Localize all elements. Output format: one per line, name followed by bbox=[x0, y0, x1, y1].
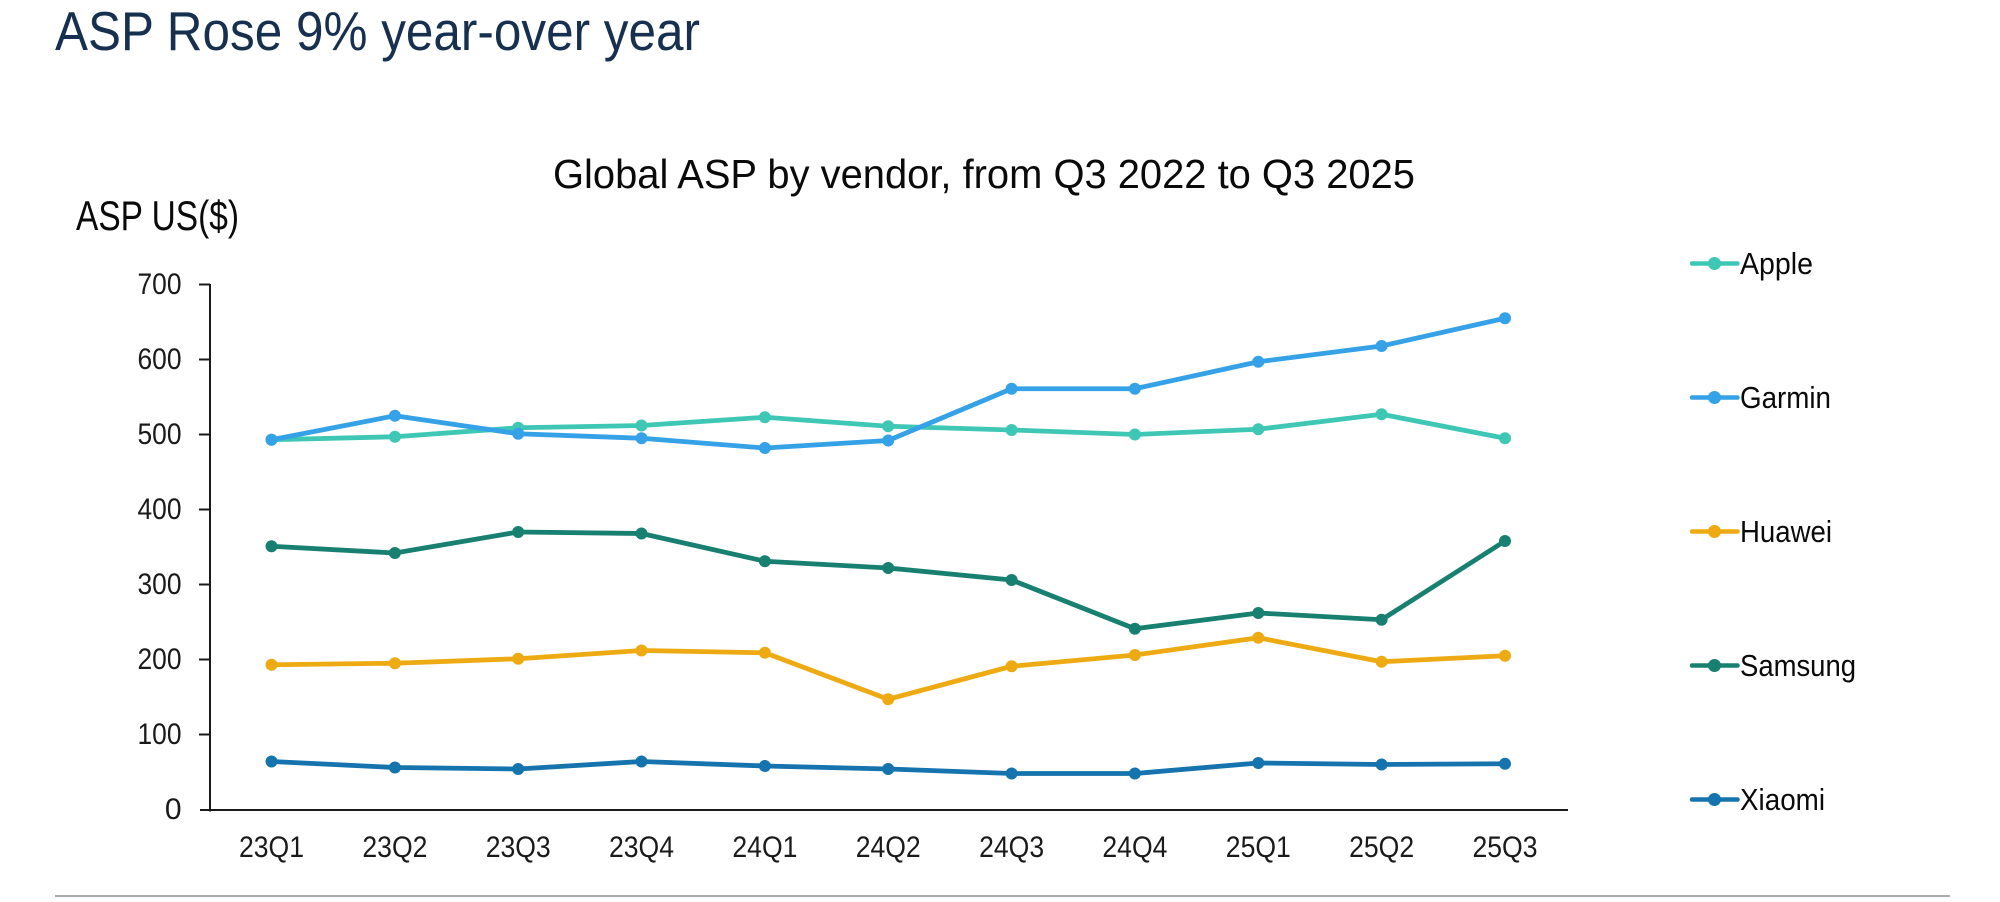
svg-text:24Q1: 24Q1 bbox=[732, 831, 797, 864]
svg-text:24Q3: 24Q3 bbox=[979, 831, 1044, 864]
svg-text:400: 400 bbox=[138, 493, 182, 526]
svg-text:25Q2: 25Q2 bbox=[1349, 831, 1414, 864]
svg-text:700: 700 bbox=[138, 268, 182, 301]
svg-text:25Q3: 25Q3 bbox=[1473, 831, 1538, 864]
svg-text:Garmin: Garmin bbox=[1740, 380, 1831, 415]
svg-text:23Q2: 23Q2 bbox=[362, 831, 427, 864]
svg-text:Apple: Apple bbox=[1740, 246, 1813, 281]
svg-text:24Q4: 24Q4 bbox=[1102, 831, 1167, 864]
svg-text:300: 300 bbox=[138, 568, 182, 601]
svg-text:23Q3: 23Q3 bbox=[486, 831, 551, 864]
svg-text:Global ASP by vendor, from Q3: Global ASP by vendor, from Q3 2022 to Q3… bbox=[553, 151, 1415, 197]
svg-text:200: 200 bbox=[138, 643, 182, 676]
svg-text:500: 500 bbox=[138, 418, 182, 451]
svg-text:25Q1: 25Q1 bbox=[1226, 831, 1291, 864]
svg-text:Xiaomi: Xiaomi bbox=[1740, 782, 1825, 817]
svg-text:0: 0 bbox=[165, 793, 182, 826]
svg-text:600: 600 bbox=[138, 343, 182, 376]
svg-text:ASP US($): ASP US($) bbox=[76, 192, 239, 239]
svg-text:Huawei: Huawei bbox=[1740, 514, 1832, 549]
svg-text:ASP Rose 9% year-over year: ASP Rose 9% year-over year bbox=[55, 0, 700, 62]
svg-text:100: 100 bbox=[138, 718, 182, 751]
svg-text:24Q2: 24Q2 bbox=[856, 831, 921, 864]
svg-text:23Q1: 23Q1 bbox=[239, 831, 304, 864]
svg-text:23Q4: 23Q4 bbox=[609, 831, 674, 864]
svg-text:Samsung: Samsung bbox=[1740, 648, 1856, 683]
